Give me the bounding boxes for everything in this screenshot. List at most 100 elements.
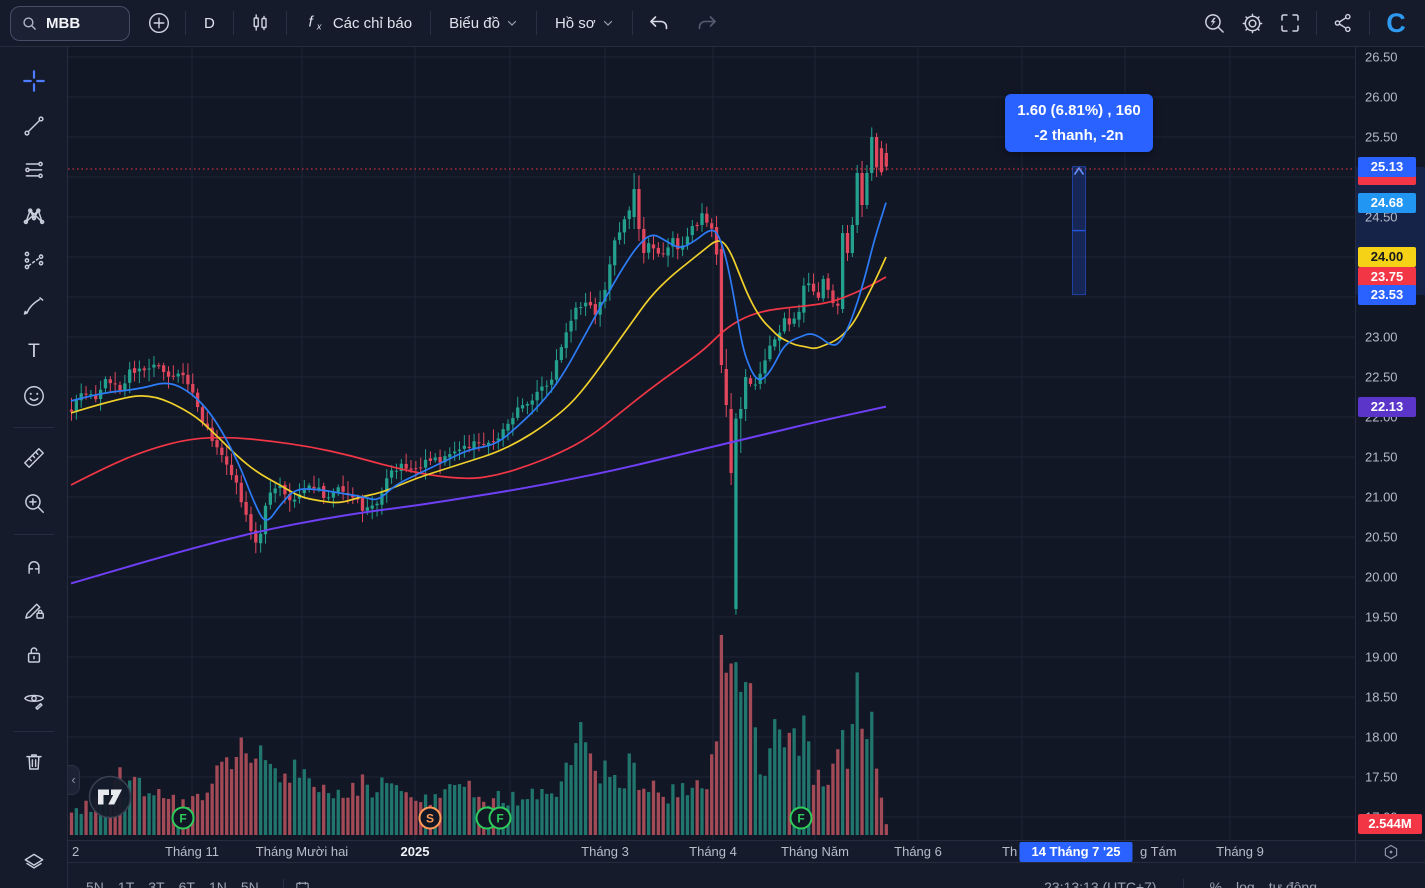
range-button[interactable]: 1T	[117, 879, 135, 888]
price-tick: 22.50	[1365, 369, 1398, 385]
scale-toggles: % log tự động	[1210, 879, 1317, 888]
time-label: g Tám	[1140, 844, 1177, 859]
time-label: Tháng Mười hai	[255, 844, 349, 859]
lock-drawings-icon	[27, 647, 40, 663]
price-tick: 26.00	[1365, 89, 1398, 105]
price-label-22.13: 22.13	[1358, 396, 1416, 417]
range-button[interactable]: 6T	[178, 879, 195, 888]
drawing-toolbar: T	[0, 47, 68, 888]
share-icon	[1334, 13, 1351, 33]
range-button[interactable]: 5N	[86, 879, 104, 888]
search-icon	[23, 16, 36, 30]
selected-date-badge: 14 Tháng 7 '25	[1019, 842, 1133, 862]
chevron-down-icon	[507, 20, 517, 26]
chevron-down-icon	[603, 20, 612, 26]
compare-add-button[interactable]	[140, 6, 178, 40]
bottom-bar: 5N 1T 3T 6T 1N 5N 23:13:13 (UTC+7) % log tự độn…	[68, 862, 1425, 888]
forecast-icon	[24, 251, 43, 270]
trend-line-icon	[23, 116, 44, 136]
redo-button[interactable]	[688, 6, 726, 40]
tradingview-logo-icon	[88, 775, 132, 819]
fullscreen-button[interactable]	[1271, 6, 1309, 40]
magnet-icon	[27, 561, 40, 574]
tool-hide-drawings[interactable]	[12, 680, 56, 720]
remove-drawings-icon	[25, 754, 42, 770]
time-label: Tháng 3	[581, 844, 629, 859]
tool-ruler[interactable]	[12, 438, 56, 478]
symbol-search-input[interactable]: MBB	[10, 5, 130, 41]
crosshair-icon	[22, 70, 45, 92]
undo-arrow-icon	[649, 16, 667, 30]
event-badge-F	[789, 806, 813, 830]
tool-zoom-in[interactable]	[12, 483, 56, 523]
toolbar-divider	[1316, 11, 1317, 35]
measure-tooltip: 1.60 (6.81%) , 160 -2 thanh, -2n	[1005, 94, 1153, 152]
time-label: Tháng 4	[689, 844, 737, 859]
toolbar-collapse-handle[interactable]: ‹	[68, 765, 80, 795]
undo-button[interactable]	[640, 6, 678, 40]
fullscreen-icon	[1281, 14, 1299, 32]
price-tick: 23.00	[1365, 329, 1398, 345]
scale-toggle-tự động[interactable]: tự động	[1268, 879, 1317, 888]
flash-search-icon	[1204, 13, 1224, 33]
drawing-pencil-lock-icon	[24, 603, 44, 619]
tool-remove-drawings[interactable]	[12, 742, 56, 782]
clock-label[interactable]: 23:13:13 (UTC+7)	[1044, 879, 1157, 888]
time-label: Tháng 11	[165, 844, 219, 859]
price-label-23.75: 23.75	[1358, 267, 1416, 287]
hide-drawings-icon	[23, 694, 44, 710]
price-tick: 25.50	[1365, 129, 1398, 145]
range-button[interactable]: 3T	[148, 879, 165, 888]
calendar-icon[interactable]	[294, 879, 311, 888]
candlestick-icon	[253, 14, 267, 31]
axis-settings-corner[interactable]	[1355, 840, 1425, 862]
tool-text-tool[interactable]: T	[12, 331, 56, 371]
tool-crosshair[interactable]	[12, 61, 56, 101]
tool-drawing-pencil-lock[interactable]	[12, 590, 56, 630]
scale-toggle-log[interactable]: log	[1236, 879, 1255, 888]
chart-style-button[interactable]	[241, 6, 279, 40]
settings-button[interactable]	[1233, 6, 1271, 40]
measure-bars: -2 thanh, -2n	[1034, 127, 1124, 144]
time-label: Tháng Năm	[781, 844, 849, 859]
broker-logo-button[interactable]: C	[1377, 6, 1415, 40]
profile-menu-button[interactable]: Hồ sơ	[544, 6, 625, 40]
range-button[interactable]: 5N	[240, 879, 259, 888]
toolbar-divider	[185, 11, 186, 35]
interval-button[interactable]: D	[193, 6, 226, 40]
quick-search-button[interactable]	[1195, 6, 1233, 40]
event-badge-F	[171, 806, 195, 830]
svg-text:F: F	[179, 812, 186, 826]
tool-layers[interactable]	[12, 843, 56, 883]
tool-fib-retracement[interactable]	[12, 151, 56, 191]
tool-forecast[interactable]	[12, 241, 56, 281]
range-button[interactable]: 1N	[208, 879, 227, 888]
tool-xabcd-pattern[interactable]	[12, 196, 56, 236]
tool-emoji[interactable]	[12, 376, 56, 416]
scale-toggle-%[interactable]: %	[1209, 879, 1223, 888]
tool-brush[interactable]	[12, 286, 56, 326]
time-axis[interactable]: 2 Tháng 11 Tháng Mười hai 2025 Tháng 3 Tháng …	[68, 840, 1355, 862]
tool-lock-drawings[interactable]	[12, 635, 56, 675]
price-tick: 18.50	[1365, 689, 1398, 705]
tool-trend-line[interactable]	[12, 106, 56, 146]
event-badge-S	[418, 806, 442, 830]
share-button[interactable]	[1324, 6, 1362, 40]
toolbar-divider	[285, 11, 287, 35]
toolbar-divider	[13, 427, 54, 428]
svg-text:S: S	[426, 812, 434, 826]
price-tick: 21.50	[1365, 449, 1398, 465]
price-tick: 20.50	[1365, 529, 1398, 545]
ma-slow-line	[70, 276, 887, 486]
price-axis[interactable]: 17.0017.5018.0018.5019.0019.5020.0020.50…	[1355, 47, 1425, 840]
event-badge-F	[488, 806, 512, 830]
time-label: Tháng 6	[894, 844, 942, 859]
chart-menu-button[interactable]: Biểu đồ	[438, 6, 529, 40]
ma-mid-line	[70, 240, 887, 504]
toolbar-divider	[13, 731, 54, 732]
tool-magnet[interactable]	[12, 545, 56, 585]
time-label: 2025	[400, 844, 430, 859]
